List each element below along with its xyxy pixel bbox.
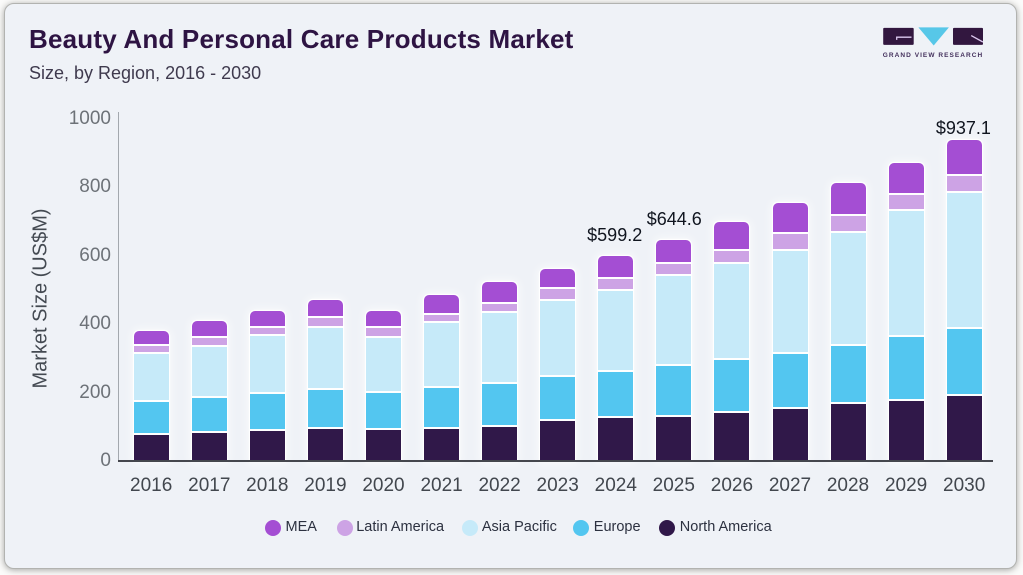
svg-text:GRAND VIEW RESEARCH: GRAND VIEW RESEARCH: [883, 52, 983, 59]
